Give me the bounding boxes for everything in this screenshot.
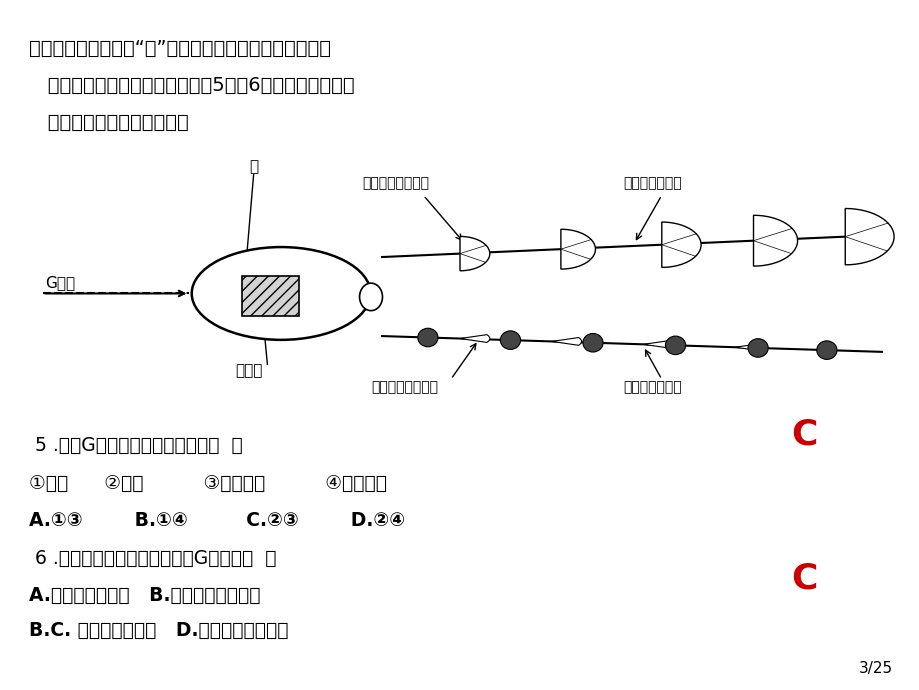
Polygon shape — [561, 229, 595, 269]
Text: C: C — [790, 417, 816, 451]
Ellipse shape — [664, 336, 685, 355]
Polygon shape — [845, 208, 893, 265]
Ellipse shape — [359, 283, 382, 310]
Polygon shape — [460, 237, 489, 270]
Text: A.减轻了严寒情况   B.增加了湿、热程度: A.减轻了严寒情况 B.增加了湿、热程度 — [28, 586, 260, 604]
Text: 工作索往南运动: 工作索往南运动 — [623, 177, 681, 190]
Text: 船: 船 — [249, 159, 258, 174]
Polygon shape — [734, 344, 764, 351]
Polygon shape — [642, 340, 673, 348]
Text: 顺洋流，伞面张开: 顺洋流，伞面张开 — [362, 177, 429, 190]
Text: G洋流: G洋流 — [45, 275, 75, 290]
Text: 发电机: 发电机 — [235, 364, 263, 379]
Bar — [242, 276, 299, 316]
Text: ①暖流      ②寒流          ③大洋西岐          ④大陆西岐: ①暖流 ②寒流 ③大洋西岐 ④大陆西岐 — [28, 474, 387, 493]
Text: 6 .对相邻陆地环境而言，洋流G影响是（  ）: 6 .对相邻陆地环境而言，洋流G影响是（ ） — [28, 549, 276, 568]
Text: C: C — [790, 562, 816, 595]
Text: 海域伞式洋流发电站示意图: 海域伞式洋流发电站示意图 — [28, 113, 188, 132]
Polygon shape — [460, 335, 489, 342]
Text: A.①③        B.①④         C.②③        D.②④: A.①③ B.①④ C.②③ D.②④ — [28, 511, 404, 531]
Polygon shape — [661, 222, 700, 268]
Text: 3/25: 3/25 — [857, 661, 892, 676]
Ellipse shape — [500, 331, 520, 349]
Ellipse shape — [583, 333, 603, 352]
Text: B.C. 加剧了干燥情况   D.降低了干、热程度: B.C. 加剧了干燥情况 D.降低了干、热程度 — [28, 621, 288, 640]
Text: 5 .洋流G性质和地理位置可能是（  ）: 5 .洋流G性质和地理位置可能是（ ） — [28, 435, 243, 455]
Polygon shape — [753, 215, 797, 266]
Ellipse shape — [417, 328, 437, 347]
Text: 逆洋流，伞面收缩: 逆洋流，伞面收缩 — [371, 381, 438, 395]
Text: 工作索往北运动: 工作索往北运动 — [623, 381, 681, 395]
Ellipse shape — [191, 247, 370, 340]
Text: 带动发电机运转发电。据图完成5、、6题。美国本土附近: 带动发电机运转发电。据图完成5、、6题。美国本土附近 — [28, 77, 354, 95]
Ellipse shape — [816, 341, 836, 359]
Text: 伞式洋流发电是经过“伞”带开工作索周而复始运动，进而: 伞式洋流发电是经过“伞”带开工作索周而复始运动，进而 — [28, 39, 331, 58]
Polygon shape — [551, 337, 581, 345]
Ellipse shape — [747, 339, 767, 357]
